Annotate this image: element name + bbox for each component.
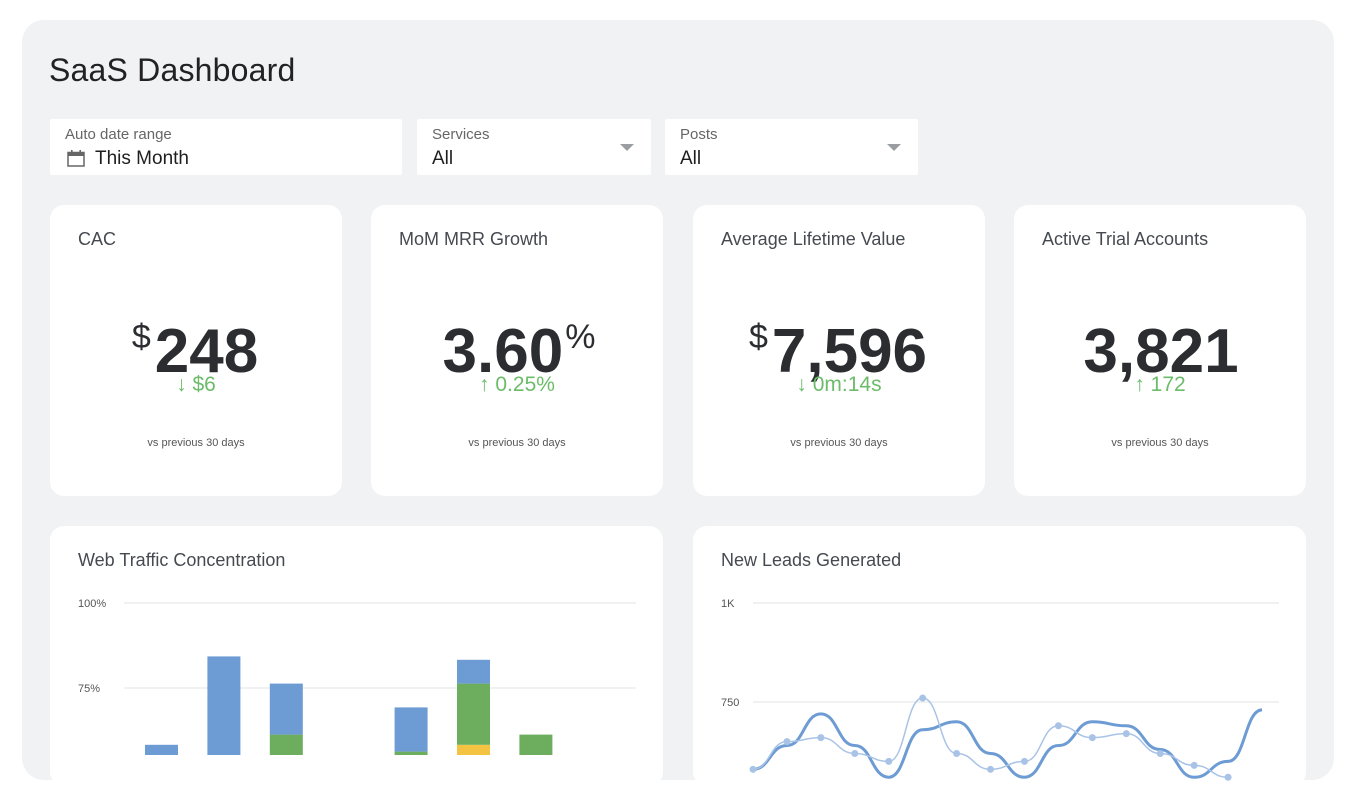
data-point xyxy=(851,749,859,757)
kpi-delta: ↑ 0.25% xyxy=(479,373,555,396)
date-range-label: Auto date range xyxy=(65,126,172,143)
y-tick-label: 75% xyxy=(78,683,100,695)
kpi-delta: ↓ 0m:14s xyxy=(796,373,882,396)
kpi-number: 3.60 xyxy=(442,317,564,386)
data-point xyxy=(1122,730,1130,738)
web-traffic-bar-chart: 100% 75% xyxy=(78,598,636,755)
kpi-suffix: % xyxy=(565,318,596,356)
kpi-number: 7,596 xyxy=(771,317,928,386)
bar-segment xyxy=(394,707,428,752)
series-line xyxy=(752,708,1263,779)
kpi-comparison-note: vs previous 30 days xyxy=(1111,437,1209,449)
bar-segment xyxy=(519,734,553,755)
y-tick-label: 1K xyxy=(721,598,735,610)
data-point xyxy=(919,694,927,702)
bar-segment xyxy=(457,683,490,745)
kpi-title: MoM MRR Growth xyxy=(399,229,549,249)
bar-segment xyxy=(457,659,490,684)
new-leads-line-chart: 1K 750 xyxy=(721,598,1279,781)
date-range-value: This Month xyxy=(95,148,189,169)
kpi-value: $7,596 xyxy=(693,301,985,388)
posts-label: Posts xyxy=(680,126,718,143)
new-leads-chart-card[interactable]: New Leads Generated 1K 750 xyxy=(693,526,1306,786)
kpi-number: 3,821 xyxy=(1083,317,1239,386)
kpi-delta: ↓ $6 xyxy=(176,373,216,396)
kpi-title: CAC xyxy=(78,229,117,249)
kpi-title: Active Trial Accounts xyxy=(1042,229,1209,249)
date-range-filter[interactable]: Auto date range This Month xyxy=(50,119,402,175)
calendar-icon xyxy=(67,150,85,167)
kpi-comparison-note: vs previous 30 days xyxy=(790,437,888,449)
y-tick-label: 100% xyxy=(78,598,106,610)
web-traffic-chart-card[interactable]: Web Traffic Concentration 100% 75% xyxy=(50,526,663,786)
chart-title: New Leads Generated xyxy=(721,550,902,570)
kpi-prefix: $ xyxy=(748,318,768,356)
kpi-number: 248 xyxy=(154,317,259,386)
kpi-card-trial-accounts[interactable]: Active Trial Accounts 3,821 ↑ 172 vs pre… xyxy=(1014,205,1306,496)
bar-segment xyxy=(457,744,490,755)
data-point xyxy=(1156,749,1164,757)
data-point xyxy=(953,749,961,757)
data-point xyxy=(783,738,791,746)
bar-segment xyxy=(145,744,178,755)
kpi-card-lifetime-value[interactable]: Average Lifetime Value $7,596 ↓ 0m:14s v… xyxy=(693,205,985,496)
data-point xyxy=(1190,761,1198,769)
kpi-comparison-note: vs previous 30 days xyxy=(468,437,566,449)
caret-down-icon xyxy=(887,144,901,151)
kpi-delta: ↑ 172 xyxy=(1134,373,1186,396)
bar-segment xyxy=(269,734,303,755)
data-point xyxy=(1054,722,1062,730)
kpi-value: 3,821 xyxy=(1014,301,1306,388)
data-point xyxy=(987,765,995,773)
kpi-card-mrr-growth[interactable]: MoM MRR Growth 3.60% ↑ 0.25% vs previous… xyxy=(371,205,663,496)
data-point xyxy=(749,765,757,773)
bar-segment xyxy=(269,683,303,735)
data-point xyxy=(1020,757,1028,765)
bar-segment xyxy=(394,751,428,755)
kpi-prefix: $ xyxy=(131,318,151,356)
caret-down-icon xyxy=(620,144,634,151)
posts-value: All xyxy=(680,148,702,169)
kpi-card-cac[interactable]: CAC $248 ↓ $6 vs previous 30 days xyxy=(50,205,342,496)
data-point xyxy=(1224,773,1232,781)
kpi-value: $248 xyxy=(50,301,342,388)
services-filter[interactable]: Services All xyxy=(417,119,651,175)
kpi-title: Average Lifetime Value xyxy=(721,229,906,249)
posts-filter[interactable]: Posts All xyxy=(665,119,918,175)
data-point xyxy=(817,734,825,742)
y-tick-label: 750 xyxy=(721,697,739,709)
bar-segment xyxy=(207,656,241,755)
services-label: Services xyxy=(432,126,490,143)
page-title: SaaS Dashboard xyxy=(49,52,296,88)
kpi-value: 3.60% xyxy=(371,301,663,388)
chart-title: Web Traffic Concentration xyxy=(78,550,286,570)
data-point xyxy=(885,757,893,765)
kpi-comparison-note: vs previous 30 days xyxy=(147,437,245,449)
services-value: All xyxy=(432,148,454,169)
data-point xyxy=(1088,734,1096,742)
